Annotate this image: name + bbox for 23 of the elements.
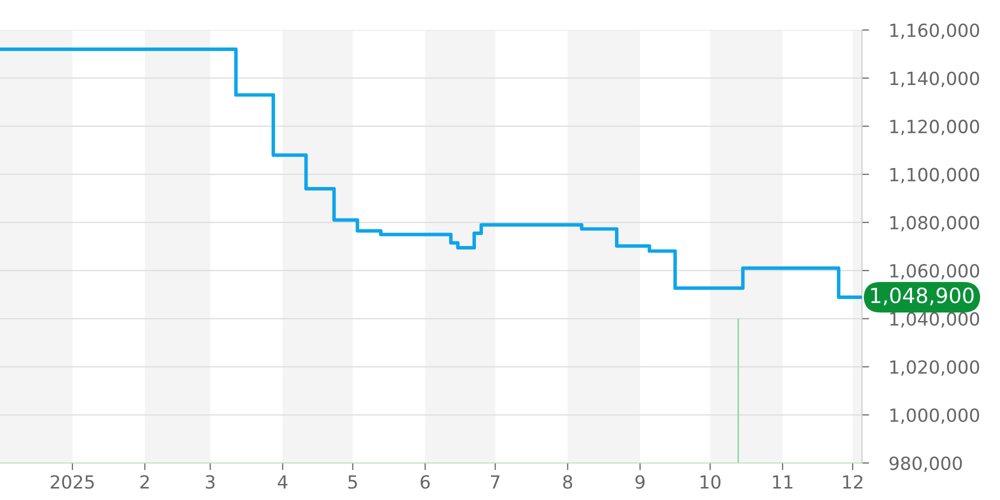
x-tick-label: 9 bbox=[635, 475, 645, 489]
y-tick-label: 1,080,000 bbox=[890, 216, 980, 232]
annotation: 1,048,900 bbox=[871, 288, 974, 306]
y-tick-label: 1,060,000 bbox=[890, 264, 980, 280]
y-tick-label: 1,040,000 bbox=[890, 312, 980, 328]
y-tick-label: 1,020,000 bbox=[890, 360, 980, 376]
x-tick-label: 2 bbox=[140, 475, 149, 489]
x-tick-label: 11 bbox=[773, 475, 792, 489]
x-tick-label: 3 bbox=[206, 475, 215, 489]
y-tick-label: 1,120,000 bbox=[890, 120, 980, 136]
y-tick-label: 1,100,000 bbox=[890, 168, 980, 184]
y-tick-label: 1,000,000 bbox=[890, 408, 980, 424]
x-tick-label: 10 bbox=[700, 475, 720, 489]
x-tick-label: 8 bbox=[563, 475, 572, 489]
x-tick-label: 5 bbox=[348, 475, 357, 489]
y-tick-label: 1,140,000 bbox=[890, 72, 980, 88]
x-tick-label: 2025 bbox=[50, 475, 94, 489]
x-tick-label: 4 bbox=[278, 475, 288, 489]
x-tick-label: 6 bbox=[420, 475, 430, 489]
y-tick-label: 1,160,000 bbox=[890, 23, 980, 39]
y-tick-label: 980,000 bbox=[890, 456, 962, 472]
x-tick-label: 12 bbox=[843, 475, 862, 489]
x-tick-label: 7 bbox=[490, 475, 500, 489]
